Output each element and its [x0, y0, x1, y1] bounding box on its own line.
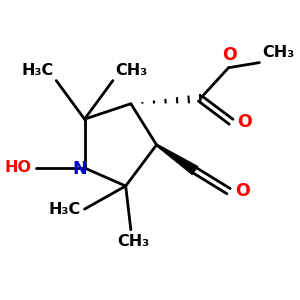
Text: HO: HO [4, 160, 32, 175]
Text: H₃C: H₃C [48, 202, 80, 217]
Text: N: N [72, 160, 87, 178]
Text: O: O [237, 113, 252, 131]
Polygon shape [156, 144, 198, 175]
Text: CH₃: CH₃ [116, 63, 148, 78]
Text: O: O [235, 182, 250, 200]
Text: H₃C: H₃C [22, 63, 54, 78]
Text: CH₃: CH₃ [262, 45, 294, 60]
Text: CH₃: CH₃ [117, 234, 149, 249]
Text: O: O [222, 46, 237, 64]
